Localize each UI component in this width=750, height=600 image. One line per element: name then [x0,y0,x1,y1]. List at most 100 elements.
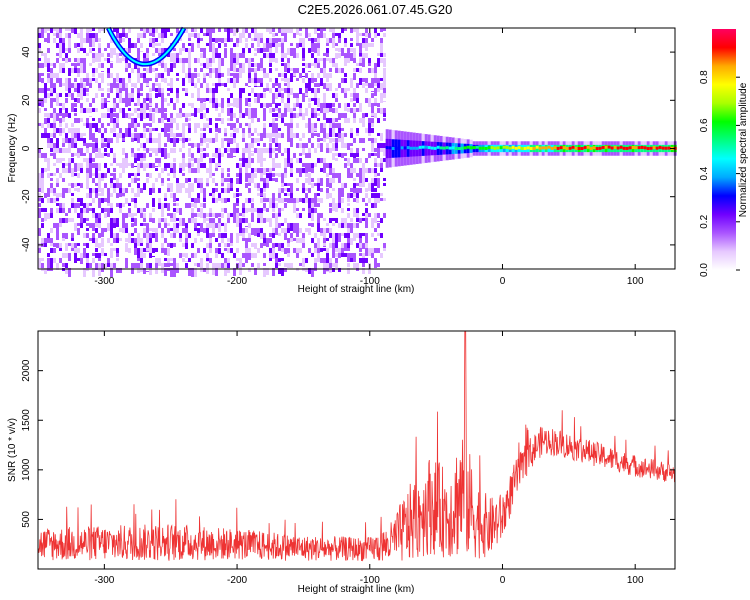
heatmap-cell [140,103,143,110]
heatmap-cell [134,28,137,34]
heatmap-cell [296,78,299,81]
heatmap-cell [59,108,62,116]
heatmap-cell [185,63,188,66]
heatmap-cell [185,168,188,176]
heatmap-cell [68,218,71,222]
heatmap-cell [188,108,191,111]
heatmap-cell [278,58,281,64]
heatmap-cell [365,63,368,70]
heatmap-cell [86,258,89,267]
heatmap-cell [308,133,311,138]
heatmap-cell [59,103,62,106]
heatmap-cell [182,163,185,168]
heatmap-cell [284,53,287,60]
heatmap-cell [248,158,251,163]
heatmap-cell [362,213,365,216]
heatmap-cell [161,73,164,78]
heatmap-cell [98,48,101,55]
heatmap-cell [185,128,188,131]
heatmap-cell [125,83,128,90]
heatmap-cell [89,108,92,117]
heatmap-cell [158,193,161,199]
heatmap-cell [155,28,158,33]
heatmap-cell [236,223,239,227]
heatmap-cell [230,188,233,191]
heatmap-cell [131,138,134,142]
heatmap-cell [116,68,119,73]
heatmap-cell [167,53,170,57]
heatmap-cell [197,123,200,129]
heatmap-cell [257,83,260,86]
heatmap-cell [368,143,371,147]
heatmap-cell [38,143,41,149]
heatmap-cell [65,33,68,40]
heatmap-cell [338,258,341,261]
heatmap-cell [368,163,371,166]
heatmap-cell [323,53,326,56]
heatmap-cell [71,118,74,127]
heatmap-cell [245,228,248,236]
heatmap-cell [200,33,203,41]
heatmap-cell [224,53,227,61]
heatmap-cell [293,138,296,143]
heatmap-cell [365,168,368,176]
heatmap-cell [185,208,188,215]
heatmap-cell [335,258,338,263]
heatmap-cell [326,173,329,177]
heatmap-cell [278,33,281,37]
heatmap-cell [245,163,248,171]
heatmap-cell [158,173,161,182]
heatmap-cell [308,128,311,136]
heatmap-cell [98,148,101,155]
heatmap-cell [56,73,59,81]
heatmap-cell [137,108,140,111]
heatmap-cell [158,233,161,238]
heatmap-cell [134,238,137,243]
heatmap-cell [53,148,56,155]
heatmap-cell [152,258,155,267]
heatmap-cell [290,208,293,214]
heatmap-cell [215,198,218,207]
heatmap-cell [281,113,284,119]
heatmap-cell [131,258,134,261]
heatmap-cell [227,123,230,126]
heatmap-cell [245,168,248,175]
heatmap-cell [311,98,314,101]
heatmap-cell [233,28,236,33]
heatmap-cell [152,198,155,207]
heatmap-cell [299,243,302,247]
heatmap-cell [119,93,122,101]
heatmap-cell [296,238,299,246]
heatmap-cell [212,263,215,268]
heatmap-cell [224,248,227,251]
heatmap-cell [311,153,314,156]
heatmap-cell [116,123,119,129]
heatmap-cell [149,228,152,231]
heatmap-cell [341,248,344,253]
heatmap-cell [236,243,239,251]
heatmap-cell [65,163,68,166]
heatmap-cell [137,263,140,269]
heatmap-cell [65,103,68,111]
heatmap-cell [245,158,248,167]
heatmap-cell [179,228,182,235]
heatmap-cell [371,148,374,151]
heatmap-cell [323,158,326,163]
heatmap-cell [38,208,41,213]
heatmap-cell [347,28,350,33]
heatmap-cell [284,148,287,154]
heatmap-cell [185,203,188,208]
heatmap-cell [329,243,332,252]
heatmap-cell [128,213,131,217]
heatmap-cell [305,193,308,198]
heatmap-cell [344,208,347,212]
heatmap-cell [227,68,230,76]
heatmap-cell [44,133,47,141]
heatmap-cell [239,218,242,224]
heatmap-cell [38,103,41,106]
heatmap-cell [224,173,227,179]
heatmap-cell [89,88,92,92]
heatmap-cell [266,258,269,261]
heatmap-cell [209,178,212,184]
heatmap-cell [224,83,227,87]
